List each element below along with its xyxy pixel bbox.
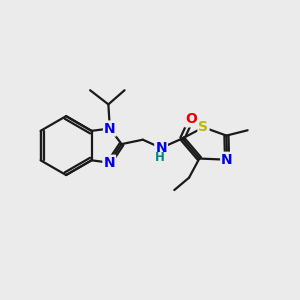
- Text: N: N: [221, 153, 233, 167]
- Text: O: O: [185, 112, 197, 126]
- Text: H: H: [155, 151, 164, 164]
- Text: N: N: [104, 122, 116, 136]
- Text: S: S: [199, 120, 208, 134]
- Text: N: N: [103, 156, 115, 170]
- Text: N: N: [155, 141, 167, 155]
